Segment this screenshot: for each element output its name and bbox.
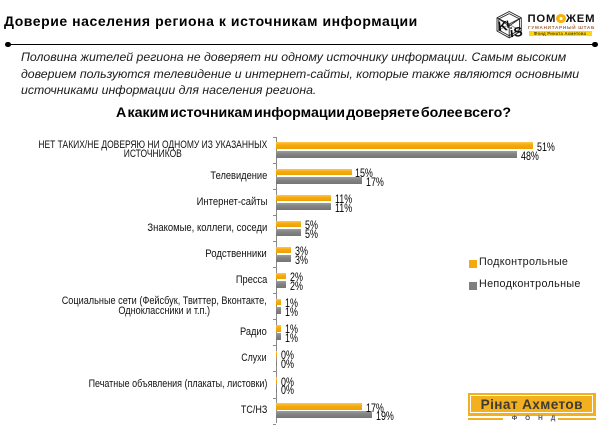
svg-text:K: K — [497, 18, 509, 34]
svg-text:I: I — [506, 19, 510, 31]
svg-text:iS: iS — [509, 24, 523, 40]
